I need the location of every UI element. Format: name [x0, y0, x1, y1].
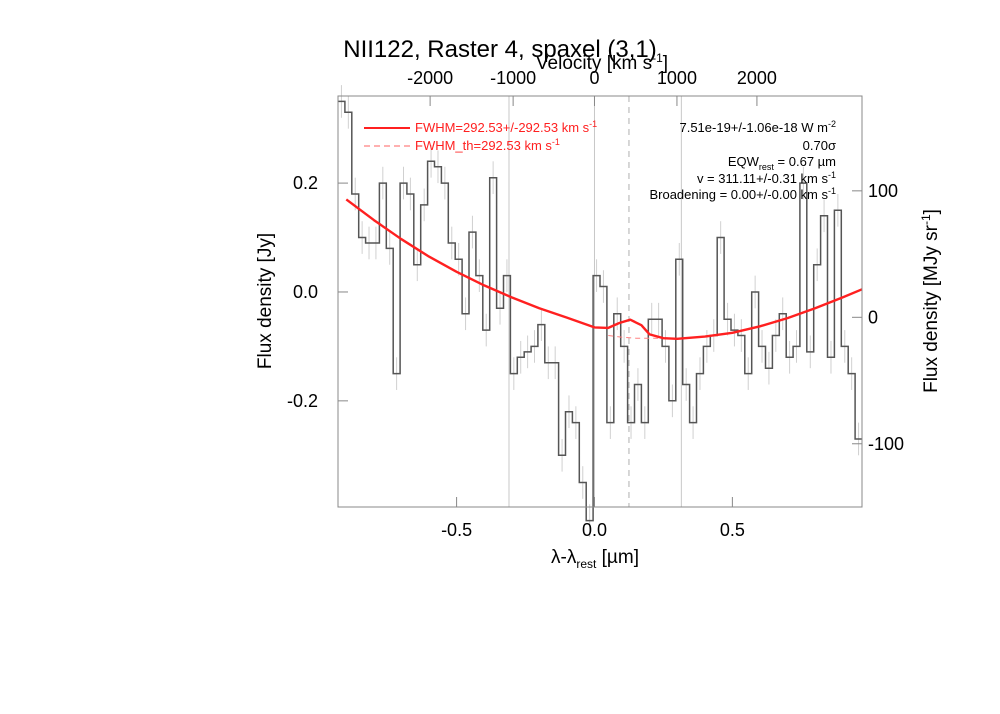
svg-text:EQWrest = 0.67 µm: EQWrest = 0.67 µm	[728, 154, 836, 172]
x-tick-label-0: -0.5	[441, 520, 472, 540]
top-axis-label: Velocity [km s-1]	[536, 51, 668, 74]
right-label-suffix: ]	[921, 209, 942, 214]
x-tick-label-1: 0.0	[582, 520, 607, 540]
reference-lines	[508, 96, 682, 507]
fit-annotations: 7.51e-19+/-1.06e-18 W m-2 0.70σ EQWrest …	[649, 119, 836, 202]
y-tick-label-0: -0.2	[287, 391, 318, 411]
legend-label-1-exp: -1	[589, 119, 597, 129]
chart-title: NII122, Raster 4, spaxel (3,1)	[343, 36, 656, 63]
x-label-unit: [µm]	[596, 547, 639, 568]
eqw-sub: rest	[759, 162, 775, 172]
x-tick-label-2: 0.5	[720, 520, 745, 540]
top-tick-label-4: 2000	[737, 68, 777, 88]
svg-text:FWHM_th=292.53 km s-1: FWHM_th=292.53 km s-1	[415, 137, 560, 153]
svg-text:v = 311.11+/-0.31 km s-1: v = 311.11+/-0.31 km s-1	[697, 170, 836, 186]
top-tick-label-0: -2000	[407, 68, 453, 88]
y-tick-label-2: 0.2	[293, 173, 318, 193]
fit-curve	[345, 198, 863, 340]
x-label-sub: rest	[576, 557, 597, 571]
velocity-exp: -1	[828, 170, 836, 180]
right-tick-label-2: 100	[868, 181, 898, 201]
x-label-text: λ-λ	[551, 547, 577, 568]
legend-label-2: FWHM_th=292.53 km s	[415, 138, 552, 153]
broadening-exp: -1	[828, 186, 836, 196]
top-axis-label-text: Velocity [km s	[536, 53, 652, 74]
top-tick-label-3: 1000	[657, 68, 697, 88]
top-axis-label-suffix: ]	[663, 53, 668, 74]
eqw-label: EQW	[728, 154, 760, 169]
eqw-value: = 0.67 µm	[774, 154, 836, 169]
top-tick-label-2: 0	[589, 68, 599, 88]
svg-text:Broadening = 0.00+/-0.00 km s-: Broadening = 0.00+/-0.00 km s-1	[649, 186, 836, 202]
right-label-exp: -1	[919, 214, 933, 225]
plot-frame	[337, 95, 863, 508]
velocity-value: v = 311.11+/-0.31 km s	[697, 171, 829, 186]
svg-text:Velocity [km s-1]: Velocity [km s-1]	[536, 51, 668, 74]
svg-text:Flux density [MJy sr-1]: Flux density [MJy sr-1]	[919, 209, 942, 393]
legend: FWHM=292.53+/-292.53 km s-1 FWHM_th=292.…	[364, 119, 597, 153]
y-axis-label-left: Flux density [Jy]	[255, 233, 276, 369]
svg-text:λ-λrest [µm]: λ-λrest [µm]	[551, 547, 639, 571]
top-axis-label-exp: -1	[652, 51, 663, 65]
flux-exp: -2	[828, 119, 836, 129]
flux-value: 7.51e-19+/-1.06e-18 W m	[679, 120, 828, 135]
broadening-value: Broadening = 0.00+/-0.00 km s	[649, 187, 828, 202]
x-axis-label: λ-λrest [µm]	[551, 547, 639, 571]
y-tick-label-1: 0.0	[293, 282, 318, 302]
svg-text:7.51e-19+/-1.06e-18 W m-2: 7.51e-19+/-1.06e-18 W m-2	[679, 119, 836, 135]
spectrum-line	[338, 100, 862, 522]
right-label-text: Flux density [MJy sr	[921, 224, 942, 393]
legend-label-1: FWHM=292.53+/-292.53 km s	[415, 120, 590, 135]
data-series	[338, 100, 863, 522]
right-tick-label-0: -100	[868, 434, 904, 454]
axis-ticks	[338, 96, 862, 507]
legend-label-2-exp: -1	[552, 137, 560, 147]
sigma-value: 0.70σ	[803, 138, 836, 153]
right-tick-label-1: 0	[868, 307, 878, 327]
y-axis-label-right: Flux density [MJy sr-1]	[919, 209, 942, 393]
top-tick-label-1: -1000	[490, 68, 536, 88]
svg-text:FWHM=292.53+/-292.53 km s-1: FWHM=292.53+/-292.53 km s-1	[415, 119, 597, 135]
